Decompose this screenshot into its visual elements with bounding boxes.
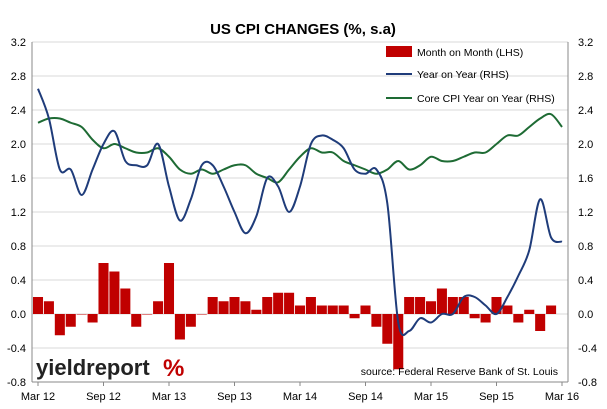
mom-bar bbox=[415, 297, 426, 314]
left-tick-label: 2.8 bbox=[11, 71, 26, 83]
mom-bar bbox=[316, 305, 327, 314]
mom-bar bbox=[109, 271, 120, 314]
x-tick-label: Sep 13 bbox=[217, 391, 252, 403]
mom-bar bbox=[54, 314, 65, 336]
x-tick-label: Sep 14 bbox=[348, 391, 383, 403]
left-tick-label: -0.4 bbox=[7, 343, 26, 355]
mom-bar bbox=[120, 288, 131, 314]
mom-bar bbox=[262, 297, 273, 314]
x-tick-label: Mar 12 bbox=[21, 391, 55, 403]
right-tick-label: 2.8 bbox=[578, 71, 593, 83]
right-tick-label: 0.8 bbox=[578, 241, 593, 253]
mom-bar bbox=[480, 314, 491, 323]
yieldreport-logo: yieldreport % bbox=[36, 355, 184, 382]
left-tick-label: 0.4 bbox=[11, 275, 26, 287]
mom-bar bbox=[349, 314, 360, 319]
left-tick-label: 3.2 bbox=[11, 37, 26, 49]
mom-bar bbox=[535, 314, 546, 331]
mom-bar bbox=[196, 314, 207, 315]
year-on-year-lines bbox=[37, 88, 563, 336]
right-tick-label: -0.8 bbox=[578, 377, 597, 389]
mom-bar bbox=[436, 288, 447, 314]
mom-bar bbox=[491, 297, 502, 314]
mom-bar bbox=[65, 314, 76, 327]
mom-bar bbox=[393, 314, 404, 370]
legend: Month on Month (LHS) Year on Year (RHS) … bbox=[386, 46, 555, 105]
x-tick-label: Sep 15 bbox=[479, 391, 514, 403]
right-tick-label: 1.6 bbox=[578, 173, 593, 185]
mom-bar bbox=[305, 297, 316, 314]
mom-bar bbox=[447, 297, 458, 314]
mom-bar bbox=[458, 297, 469, 314]
chart-title: US CPI CHANGES (%, s.a) bbox=[210, 21, 396, 38]
mom-bar bbox=[338, 305, 349, 314]
mom-bar bbox=[153, 301, 164, 314]
cpi-yoy-line bbox=[37, 88, 563, 336]
mom-bar bbox=[524, 309, 535, 314]
mom-bar bbox=[404, 297, 415, 314]
mom-bar bbox=[425, 301, 437, 314]
x-tick-label: Mar 16 bbox=[545, 391, 579, 403]
legend-label-core: Core CPI Year on Year (RHS) bbox=[417, 93, 555, 105]
mom-bar bbox=[218, 301, 229, 314]
x-tick-label: Mar 15 bbox=[414, 391, 448, 403]
left-tick-label: 2.4 bbox=[11, 105, 26, 117]
legend-label-mom: Month on Month (LHS) bbox=[417, 47, 523, 59]
mom-bar bbox=[371, 314, 382, 327]
legend-swatch-mom bbox=[386, 46, 412, 57]
mom-bar bbox=[229, 297, 240, 314]
mom-bar bbox=[76, 314, 87, 315]
mom-bar bbox=[174, 314, 185, 340]
left-tick-label: -0.8 bbox=[7, 377, 26, 389]
logo-wordmark: yieldreport bbox=[36, 355, 150, 380]
mom-bar bbox=[360, 305, 371, 314]
left-tick-label: 1.2 bbox=[11, 207, 26, 219]
mom-bar bbox=[546, 305, 557, 314]
left-tick-label: 1.6 bbox=[11, 173, 26, 185]
mom-bar bbox=[32, 297, 44, 314]
mom-bar bbox=[284, 292, 295, 314]
mom-bar bbox=[185, 314, 196, 327]
legend-label-yoy: Year on Year (RHS) bbox=[417, 69, 509, 81]
right-tick-label: 2.0 bbox=[578, 139, 593, 151]
mom-bar bbox=[240, 301, 251, 314]
mom-bar bbox=[43, 301, 54, 314]
right-tick-label: 0.0 bbox=[578, 309, 593, 321]
mom-bar bbox=[513, 314, 524, 323]
right-tick-label: -0.4 bbox=[578, 343, 597, 355]
mom-bar bbox=[382, 314, 393, 344]
core-cpi-yoy-line bbox=[37, 112, 563, 184]
x-tick-label: Mar 13 bbox=[152, 391, 186, 403]
mom-bar bbox=[131, 314, 142, 327]
left-axis-ticks: 3.2 2.8 2.4 2.0 1.6 1.2 0.8 0.4 0.0 -0.4 -0.8 bbox=[7, 37, 26, 389]
x-tick-label: Mar 14 bbox=[283, 391, 317, 403]
mom-bar bbox=[294, 305, 306, 314]
mom-bar bbox=[87, 314, 98, 323]
right-tick-label: 1.2 bbox=[578, 207, 593, 219]
mom-bar bbox=[98, 263, 109, 314]
logo-percent-symbol: % bbox=[163, 355, 184, 382]
left-tick-label: 0.0 bbox=[11, 309, 26, 321]
left-tick-label: 2.0 bbox=[11, 139, 26, 151]
source-note: source: Federal Reserve Bank of St. Loui… bbox=[361, 366, 558, 378]
mom-bar bbox=[207, 297, 218, 314]
right-tick-label: 3.2 bbox=[578, 37, 593, 49]
mom-bar bbox=[163, 263, 175, 314]
mom-bar bbox=[251, 309, 262, 314]
x-tick-label: Sep 12 bbox=[86, 391, 121, 403]
right-axis-ticks: 3.2 2.8 2.4 2.0 1.6 1.2 0.8 0.4 0.0 -0.4 -0.8 bbox=[578, 37, 597, 389]
mom-bar bbox=[327, 305, 338, 314]
mom-bar bbox=[469, 314, 480, 319]
x-axis-ticks: Mar 12 Sep 12 Mar 13 Sep 13 Mar 14 Sep 14 Mar … bbox=[21, 382, 579, 403]
left-tick-label: 0.8 bbox=[11, 241, 26, 253]
right-tick-label: 0.4 bbox=[578, 275, 593, 287]
mom-bar bbox=[142, 314, 153, 315]
mom-bar bbox=[502, 305, 513, 314]
mom-bar bbox=[273, 292, 284, 314]
month-on-month-bars bbox=[32, 263, 557, 370]
right-tick-label: 2.4 bbox=[578, 105, 593, 117]
